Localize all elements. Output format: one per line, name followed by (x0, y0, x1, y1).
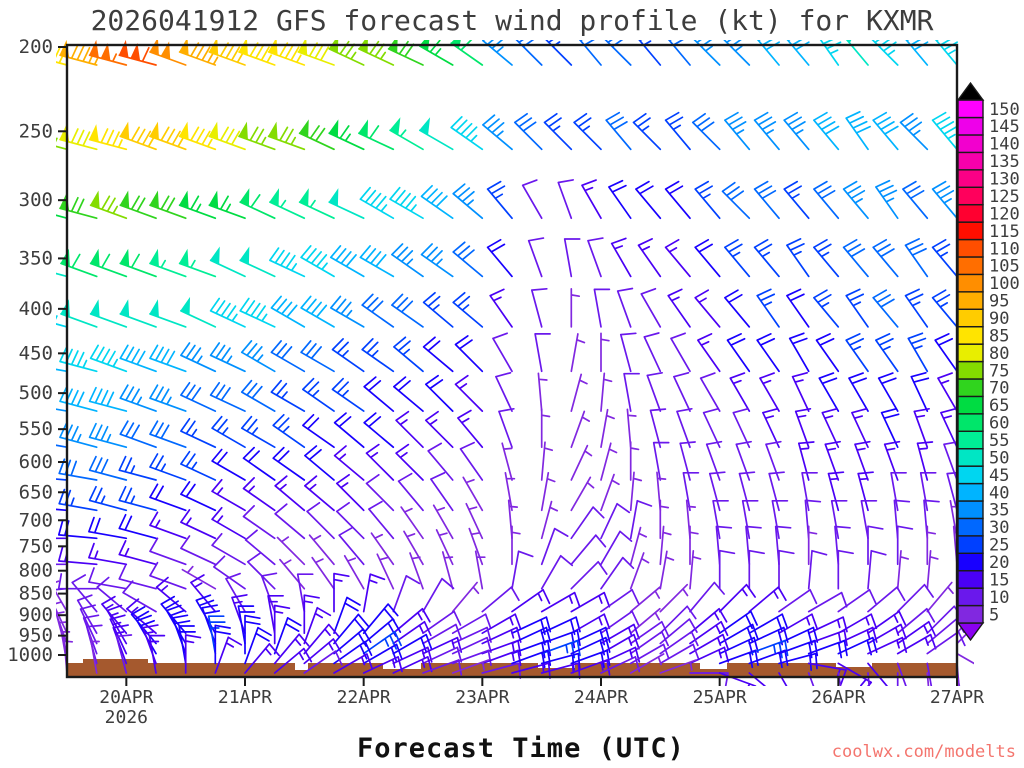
x-tick-label: 25APR (693, 687, 747, 708)
wind-barbs (56, 40, 974, 686)
colorbar-label: 80 (989, 344, 1009, 364)
barb-row-450 (56, 332, 958, 373)
x-axis-title: Forecast Time (UTC) (357, 733, 685, 764)
colorbar-label: 125 (989, 187, 1020, 207)
colorbar-label: 60 (989, 414, 1009, 434)
colorbar-label: 15 (989, 570, 1009, 590)
x-axis-year: 2026 (105, 707, 148, 728)
barb-row-750 (56, 525, 964, 566)
colorbar-label: 115 (989, 222, 1020, 242)
barb-row-850 (56, 572, 974, 613)
colorbar-label: 55 (989, 431, 1009, 451)
colorbar-label: 140 (989, 135, 1020, 155)
barb-row-650 (56, 471, 963, 512)
x-tick-label: 27APR (930, 687, 984, 708)
barb-row-1000 (62, 634, 961, 686)
barb-row-400 (56, 287, 958, 328)
y-tick-label: 250 (19, 120, 53, 142)
colorbar-label: 70 (989, 379, 1009, 399)
y-tick-label: 700 (19, 509, 53, 531)
colorbar-label: 45 (989, 466, 1009, 486)
chart-title: 2026041912 GFS forecast wind profile (kt… (90, 4, 934, 37)
y-tick-label: 450 (19, 342, 53, 364)
colorbar-label: 105 (989, 257, 1020, 277)
colorbar-label: 135 (989, 152, 1020, 172)
y-tick-label: 800 (19, 560, 53, 582)
barb-row-350 (56, 237, 958, 278)
x-tick-label: 23APR (455, 687, 509, 708)
colorbar-label: 40 (989, 483, 1009, 503)
colorbar-label: 150 (989, 100, 1020, 120)
y-tick-label: 300 (19, 189, 53, 211)
colorbar-label: 145 (989, 117, 1020, 137)
y-tick-label: 600 (19, 451, 53, 473)
y-tick-label: 350 (19, 247, 53, 269)
colorbar-label: 110 (989, 239, 1020, 259)
y-tick-label: 500 (19, 382, 53, 404)
colorbar-label: 30 (989, 518, 1009, 538)
colorbar-label: 10 (989, 588, 1009, 608)
x-tick-label: 21APR (218, 687, 272, 708)
x-tick-label: 26APR (811, 687, 865, 708)
speed-colorbar: 5101520253035404550556065707580859095100… (956, 81, 1020, 642)
barb-row-975 (59, 624, 960, 686)
colorbar-label: 35 (989, 501, 1009, 521)
y-tick-label: 650 (19, 481, 53, 503)
barb-row-700 (56, 499, 961, 540)
colorbar-label: 120 (989, 204, 1020, 224)
barb-row-300 (56, 179, 958, 220)
barb-row-250 (56, 110, 958, 151)
barb-row-800 (56, 549, 966, 591)
y-tick-label: 900 (19, 604, 53, 626)
colorbar-label: 65 (989, 396, 1009, 416)
y-tick-label: 750 (19, 535, 53, 557)
colorbar-label: 90 (989, 309, 1009, 329)
y-tick-label: 850 (19, 583, 53, 605)
x-tick-label: 24APR (574, 687, 628, 708)
y-tick-label: 950 (19, 625, 53, 647)
x-tick-label: 22APR (337, 687, 391, 708)
colorbar-label: 50 (989, 448, 1009, 468)
barb-row-200 (56, 40, 958, 66)
axes: 200 250 300 350 400 450 500 550 600 650 700 750 8008… (7, 36, 984, 728)
x-tick-label: 20APR (99, 687, 153, 708)
terrain-bar (67, 659, 957, 676)
y-tick-label: 200 (19, 36, 53, 58)
barb-row-500 (56, 371, 958, 412)
colorbar-label: 85 (989, 326, 1009, 346)
barb-row-550 (56, 407, 958, 449)
y-tick-label: 1000 (7, 644, 53, 666)
barb-row-600 (56, 440, 960, 481)
colorbar-label: 25 (989, 536, 1009, 556)
colorbar-label: 100 (989, 274, 1020, 294)
y-tick-label: 550 (19, 418, 53, 440)
colorbar-label: 95 (989, 292, 1009, 312)
site-watermark: coolwx.com/modelts (831, 742, 1016, 762)
colorbar-label: 130 (989, 170, 1020, 190)
colorbar-label: 20 (989, 553, 1009, 573)
colorbar-label: 5 (989, 605, 999, 625)
colorbar-label: 75 (989, 361, 1009, 381)
y-tick-label: 400 (19, 298, 53, 320)
